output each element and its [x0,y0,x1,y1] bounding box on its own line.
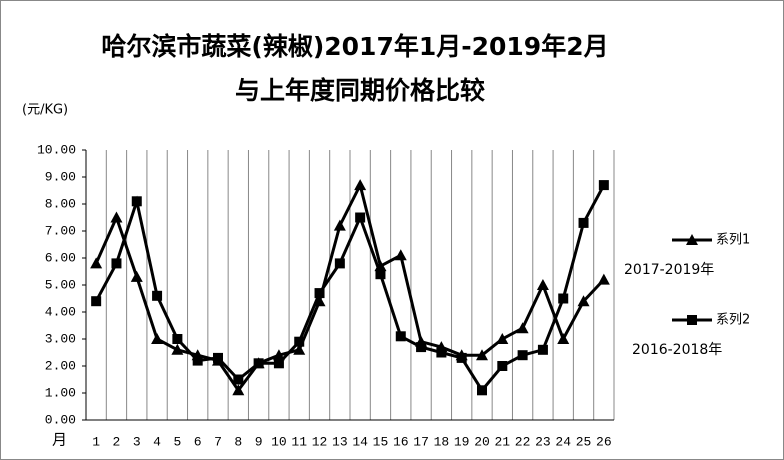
y-tick-label: 6.00 [45,250,76,265]
marker-square [598,180,609,191]
marker-square [395,331,406,342]
x-tick-label: 24 [555,434,571,449]
marker-square [416,342,427,353]
y-axis-label: (元/KG) [22,103,68,118]
marker-square [578,217,589,228]
x-axis-label: 月 [52,431,67,449]
x-tick-label: 18 [434,434,450,449]
marker-triangle [496,333,509,344]
legend-label: 系列2 [716,313,750,328]
marker-square [497,361,508,371]
marker-square [111,258,122,269]
x-tick-label: 11 [291,434,307,449]
marker-square [558,293,569,304]
x-tick-label: 12 [312,434,328,449]
annotation: 2016-2018年 [632,342,722,358]
x-tick-label: 25 [576,434,592,449]
marker-triangle [90,257,103,269]
x-tick-label: 19 [454,434,470,449]
x-tick-label: 20 [474,434,490,449]
marker-triangle [686,234,698,245]
marker-square [537,344,548,355]
x-tick-label: 5 [173,434,181,449]
marker-square [253,358,264,369]
chart-subtitle: 与上年度同期价格比较 [235,76,485,105]
x-tick-label: 17 [413,434,429,449]
y-tick-label: 9.00 [45,169,76,184]
marker-square [213,352,223,363]
x-tick-label: 26 [596,434,612,449]
marker-triangle [516,322,529,334]
x-tick-label: 21 [495,434,511,449]
x-tick-label: 14 [352,434,368,449]
marker-triangle [130,270,143,282]
marker-square [687,315,697,325]
marker-square [334,258,345,269]
marker-square [375,269,386,280]
marker-square [273,358,284,369]
marker-square [152,290,163,301]
marker-square [172,334,183,344]
marker-square [517,350,528,361]
marker-square [456,352,467,363]
annotation: 2017-2019年 [624,262,714,278]
marker-triangle [272,349,285,361]
x-tick-label: 10 [271,434,287,449]
y-tick-label: 2.00 [45,358,76,373]
marker-square [294,336,305,347]
marker-square [192,355,203,366]
x-tick-label: 7 [214,434,222,449]
x-tick-label: 8 [234,434,242,449]
chart-title: 哈尔滨市蔬菜(辣椒)2017年1月-2019年2月 [101,32,608,61]
y-tick-label: 1.00 [45,385,76,400]
x-tick-label: 13 [332,434,348,449]
legend-label: 系列1 [716,233,750,248]
x-tick-label: 6 [194,434,202,449]
marker-triangle [151,333,164,344]
marker-triangle [232,384,245,396]
x-tick-label: 15 [373,434,389,449]
marker-triangle [354,179,367,191]
marker-triangle [476,349,488,361]
marker-square [314,288,325,299]
y-tick-label: 4.00 [45,304,76,319]
x-tick-label: 16 [393,434,409,449]
marker-square [436,347,447,358]
x-tick-label: 2 [113,434,121,449]
y-tick-label: 8.00 [45,196,76,211]
marker-square [233,374,244,385]
marker-square [477,385,487,396]
marker-triangle [394,249,407,261]
marker-triangle [597,273,610,285]
marker-triangle [577,295,590,307]
y-tick-label: 10.00 [37,142,76,157]
marker-triangle [171,343,184,355]
y-tick-label: 0.00 [45,412,76,427]
marker-triangle [333,219,346,231]
marker-triangle [110,211,123,223]
marker-square [131,196,142,207]
x-tick-label: 9 [255,434,263,449]
marker-triangle [293,343,306,355]
marker-square [355,212,366,223]
marker-triangle [536,279,549,290]
marker-triangle [557,333,570,344]
x-tick-label: 22 [515,434,531,449]
x-tick-label: 4 [153,434,161,449]
marker-square [91,296,102,307]
y-tick-label: 7.00 [45,223,76,238]
x-tick-label: 3 [133,434,141,449]
y-tick-label: 5.00 [45,277,76,292]
y-tick-label: 3.00 [45,331,76,346]
x-tick-label: 23 [535,434,551,449]
x-tick-label: 1 [92,434,100,449]
